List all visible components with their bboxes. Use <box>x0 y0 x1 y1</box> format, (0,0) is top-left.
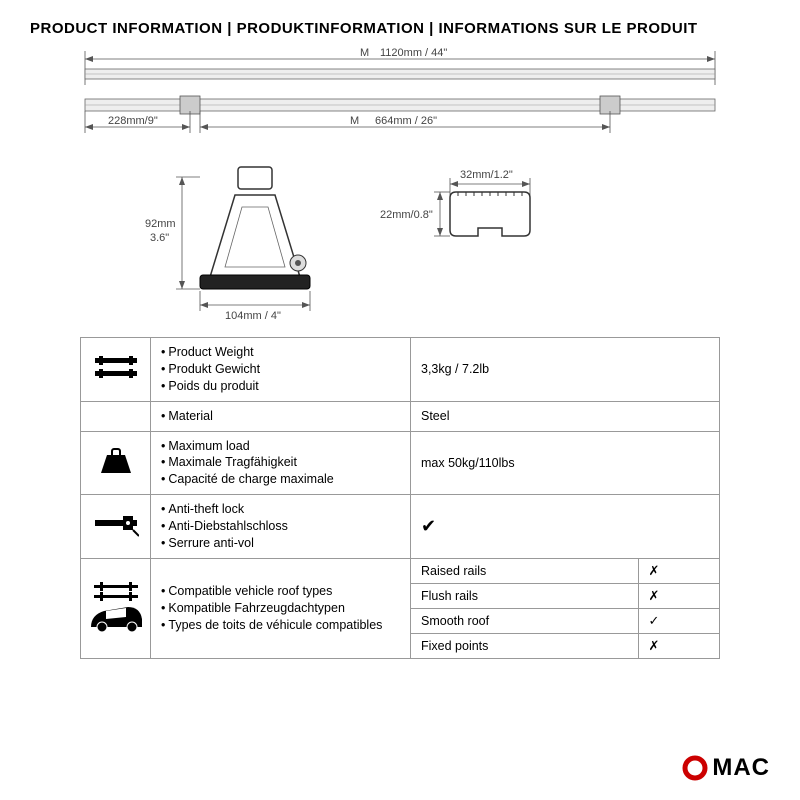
dim-top-value: 1120mm / 44" <box>380 47 447 59</box>
roof-type-value: ✗ <box>638 583 719 608</box>
row-labels: Anti-theft lock Anti-Diebstahlschloss Se… <box>151 495 411 559</box>
bars-icon <box>81 338 151 402</box>
spec-table: Product Weight Produkt Gewicht Poids du … <box>80 337 720 659</box>
table-row: Anti-theft lock Anti-Diebstahlschloss Se… <box>81 495 720 559</box>
dim-mid-letter: M <box>350 115 359 127</box>
roof-type-name: Flush rails <box>411 583 639 608</box>
table-row: Compatible vehicle roof types Kompatible… <box>81 558 720 583</box>
row-value: 3,3kg / 7.2lb <box>411 338 720 402</box>
lock-icon <box>81 495 151 559</box>
dim-profile-w: 32mm/1.2" <box>460 169 513 181</box>
brand-o-icon <box>682 755 708 781</box>
table-row: Maximum load Maximale Tragfähigkeit Capa… <box>81 431 720 495</box>
row-labels: Material <box>151 401 411 431</box>
roof-type-value: ✓ <box>638 608 719 633</box>
table-row: Product Weight Produkt Gewicht Poids du … <box>81 338 720 402</box>
brand-text: MAC <box>712 754 770 782</box>
weight-icon <box>81 431 151 495</box>
dim-foot-h-mm: 92mm <box>145 218 176 230</box>
row-labels: Maximum load Maximale Tragfähigkeit Capa… <box>151 431 411 495</box>
roof-section-labels: Compatible vehicle roof types Kompatible… <box>151 558 411 658</box>
row-value: Steel <box>411 401 720 431</box>
roof-type-name: Raised rails <box>411 558 639 583</box>
roof-type-name: Fixed points <box>411 633 639 658</box>
row-value: max 50kg/110lbs <box>411 431 720 495</box>
page-title: PRODUCT INFORMATION | PRODUKTINFORMATION… <box>0 0 800 47</box>
roof-type-value: ✗ <box>638 558 719 583</box>
dim-foot-w: 104mm / 4" <box>225 310 281 322</box>
brand-logo: MAC <box>682 754 770 782</box>
roof-type-value: ✗ <box>638 633 719 658</box>
table-row: Material Steel <box>81 401 720 431</box>
dim-foot-h-in: 3.6" <box>150 232 169 244</box>
dim-top-letter: M <box>360 47 369 59</box>
dim-profile-h: 22mm/0.8" <box>380 209 433 221</box>
dim-left: 228mm/9" <box>108 115 158 127</box>
car-icon <box>81 558 151 658</box>
roof-type-name: Smooth roof <box>411 608 639 633</box>
row-labels: Product Weight Produkt Gewicht Poids du … <box>151 338 411 402</box>
row-value: ✔ <box>411 495 720 559</box>
dim-mid-value: 664mm / 26" <box>375 115 437 127</box>
technical-diagram: M 1120mm / 44" 228mm/9" M 664mm / 26" <box>30 47 770 327</box>
